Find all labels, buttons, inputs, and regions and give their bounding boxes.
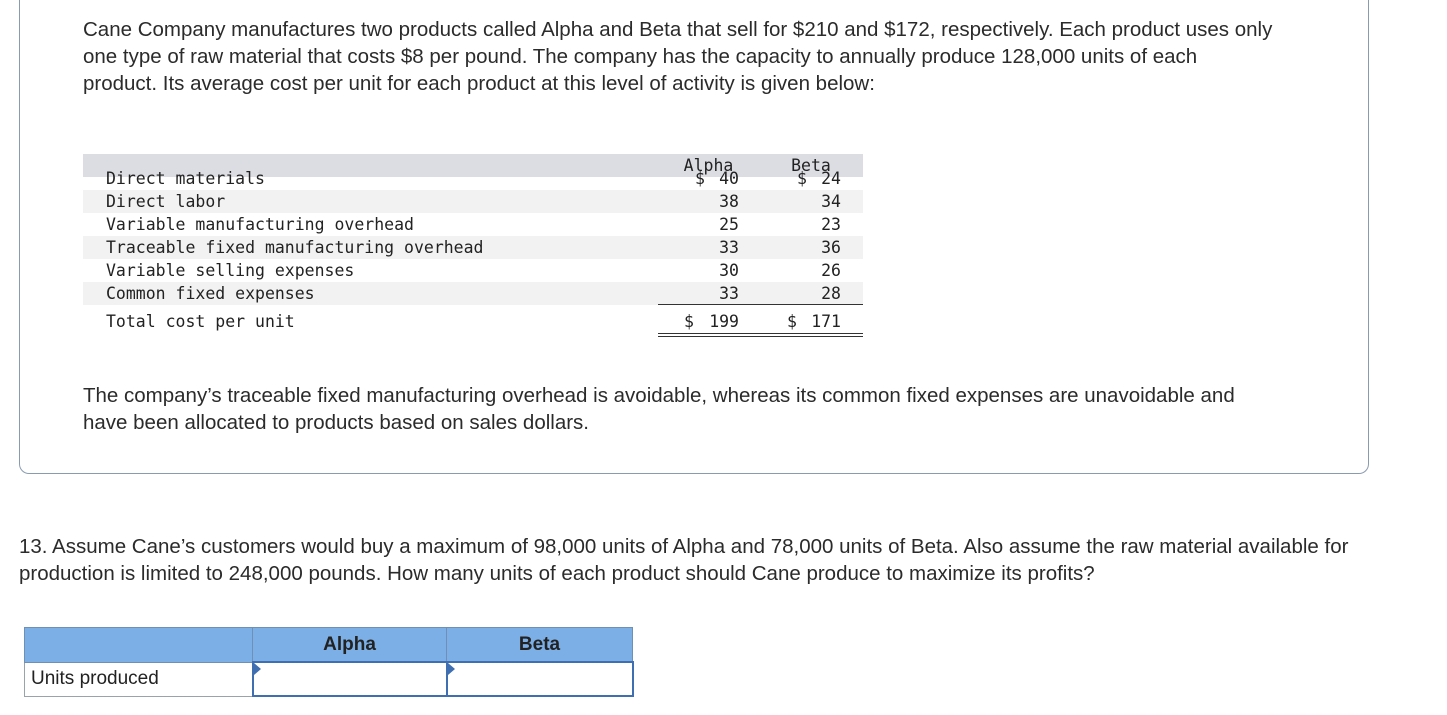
beta-value: 28: [821, 284, 841, 303]
table-row: Traceable fixed manufacturing overhead 3…: [83, 236, 863, 259]
table-row: Common fixed expenses 33 28: [83, 282, 863, 305]
row-label: Direct labor: [106, 192, 226, 211]
cell-marker-icon: [447, 663, 455, 675]
table-row: Variable manufacturing overhead 25 23: [83, 213, 863, 236]
row-label: Common fixed expenses: [106, 284, 315, 303]
double-rule-alpha-bottom: [658, 336, 761, 337]
row-label: Traceable fixed manufacturing overhead: [106, 238, 484, 257]
table-row: Variable selling expenses 30 26: [83, 259, 863, 282]
table-row: Direct labor 38 34: [83, 190, 863, 213]
alpha-value: 40: [719, 169, 739, 188]
beta-value: 34: [821, 192, 841, 211]
cost-table: Alpha Beta Direct materials $ 40 $ 24 Di…: [83, 154, 863, 337]
answer-header-beta: Beta: [446, 627, 633, 663]
beta-value: 23: [821, 215, 841, 234]
cost-table-header: Alpha Beta: [83, 154, 863, 177]
total-alpha: 199: [709, 312, 739, 331]
row-label: Variable selling expenses: [106, 261, 355, 280]
units-produced-label: Units produced: [24, 661, 253, 697]
intro-paragraph: Cane Company manufactures two products c…: [83, 18, 1273, 95]
currency-symbol: $: [684, 312, 694, 331]
beta-value: 24: [821, 169, 841, 188]
alpha-value: 33: [719, 284, 739, 303]
row-label: Direct materials: [106, 169, 265, 188]
closing-paragraph: The company’s traceable fixed manufactur…: [83, 384, 1235, 434]
answer-header-alpha: Alpha: [252, 627, 447, 663]
problem-card: [19, 0, 1369, 474]
currency-symbol: $: [797, 169, 807, 188]
table-row: Direct materials $ 40 $ 24: [83, 167, 863, 190]
cell-marker-icon: [253, 663, 261, 675]
currency-symbol: $: [695, 169, 705, 188]
double-rule-beta-top: [760, 333, 863, 334]
alpha-value: 33: [719, 238, 739, 257]
header-alpha: Alpha: [683, 156, 734, 175]
total-label: Total cost per unit: [106, 312, 295, 331]
double-rule-alpha-top: [658, 333, 761, 334]
table-row: Units produced: [24, 661, 634, 697]
subtotal-rule-alpha: [658, 304, 761, 305]
double-rule-beta-bottom: [760, 336, 863, 337]
alpha-value: 30: [719, 261, 739, 280]
alpha-value: 38: [719, 192, 739, 211]
answer-header-row: Alpha Beta: [24, 627, 633, 663]
row-label: Variable manufacturing overhead: [106, 215, 414, 234]
currency-symbol: $: [787, 312, 797, 331]
question-text: 13. Assume Cane’s customers would buy a …: [19, 535, 1349, 585]
subtotal-rule-beta: [760, 304, 863, 305]
answer-table: Alpha Beta Units produced: [24, 627, 634, 697]
alpha-units-cell[interactable]: [251, 661, 448, 697]
header-beta: Beta: [791, 156, 831, 175]
beta-units-cell[interactable]: [445, 661, 634, 697]
alpha-units-input[interactable]: [253, 663, 446, 695]
answer-header-blank: [24, 627, 253, 663]
beta-value: 36: [821, 238, 841, 257]
beta-units-input[interactable]: [447, 663, 632, 695]
total-beta: 171: [811, 312, 841, 331]
beta-value: 26: [821, 261, 841, 280]
alpha-value: 25: [719, 215, 739, 234]
total-row: Total cost per unit $ 199 $ 171: [83, 305, 863, 337]
